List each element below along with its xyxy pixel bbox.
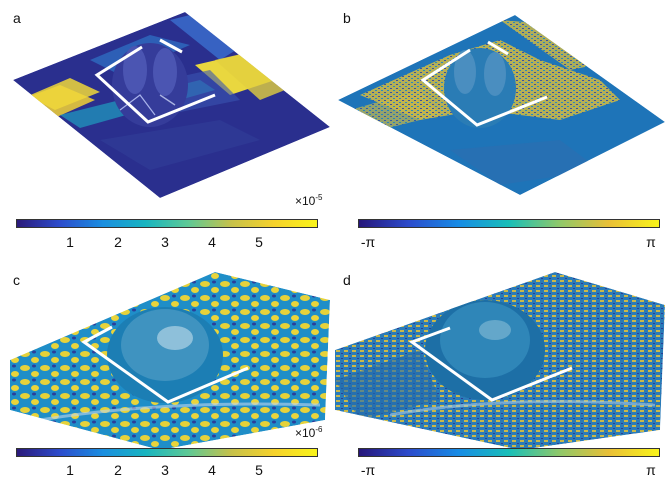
colorbar-tick-d-min: -π: [360, 462, 376, 478]
panel-letter-c: c: [13, 272, 20, 288]
box-outline-c: [81, 325, 249, 404]
colorbar-tick-c-5: 5: [255, 462, 263, 478]
colorbar-tick-d-max: π: [646, 462, 656, 478]
colorbar-tick-c-3: 3: [161, 462, 169, 478]
colorbar-a: [16, 219, 318, 228]
colorbar-tick-b-min: -π: [360, 234, 376, 250]
colorbar-c: [16, 448, 318, 457]
colorbar-tick-a-4: 4: [208, 234, 216, 250]
box-outline-a: [94, 45, 216, 124]
panel-letter-a: a: [13, 10, 21, 26]
colorbar-b: [358, 219, 660, 228]
colorbar-tick-c-2: 2: [114, 462, 122, 478]
colorbar-d: [358, 448, 660, 457]
panel-letter-b: b: [343, 10, 351, 26]
colorbar-tick-c-4: 4: [208, 462, 216, 478]
colorbar-tick-a-3: 3: [161, 234, 169, 250]
colorbar-tick-a-5: 5: [255, 234, 263, 250]
colorbar-tick-a-2: 2: [114, 234, 122, 250]
colorbar-tick-b-max: π: [646, 234, 656, 250]
colorbar-tick-a-1: 1: [66, 234, 74, 250]
box-outline-d: [408, 326, 573, 402]
colorbar-exponent-a: ×10-5: [295, 193, 323, 208]
colorbar-exponent-c: ×10-6: [295, 425, 323, 440]
colorbar-tick-c-1: 1: [66, 462, 74, 478]
panel-letter-d: d: [343, 272, 351, 288]
box-outline-b: [420, 48, 548, 127]
